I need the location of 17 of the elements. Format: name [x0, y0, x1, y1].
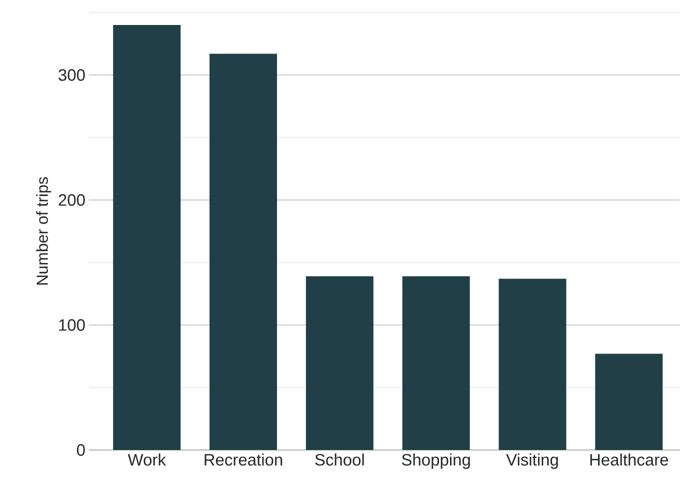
y-tick-label: 100 [59, 319, 85, 331]
x-tick-label: Healthcare [590, 454, 668, 466]
bar [210, 54, 278, 450]
x-tick-label: School [315, 454, 364, 466]
x-tick-label: Recreation [204, 454, 282, 466]
x-tick-label: Visiting [506, 454, 558, 469]
y-tick-label: 300 [58, 69, 85, 81]
bar [498, 278, 566, 450]
x-tick-label: Work [128, 454, 166, 466]
y-tick-label: 0 [76, 444, 85, 456]
y-tick-label: 200 [58, 194, 85, 206]
bar [306, 276, 374, 450]
bar [402, 276, 470, 450]
bar [595, 354, 663, 450]
y-axis-title: Number of trips [36, 177, 52, 285]
bar [113, 24, 181, 450]
x-tick-label: Shopping [402, 454, 470, 469]
